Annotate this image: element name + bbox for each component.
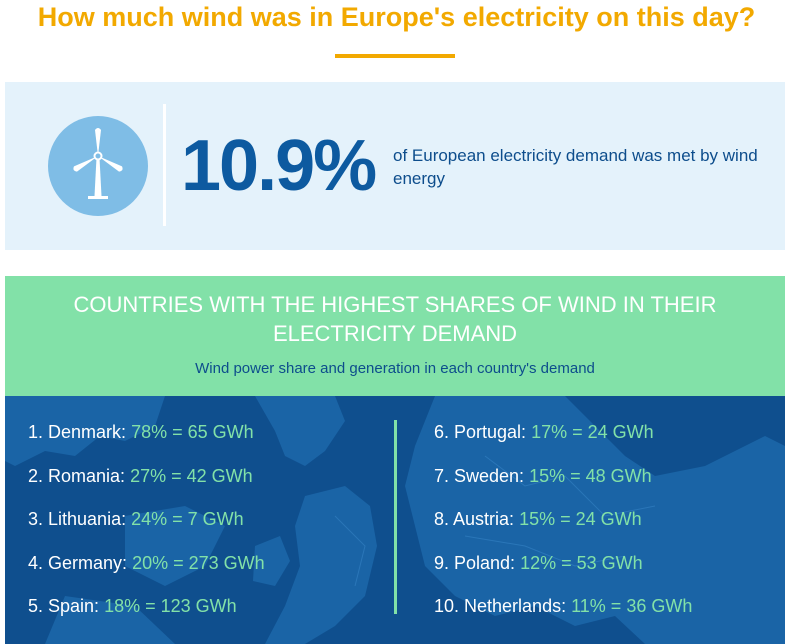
summary-divider [163,104,166,226]
country-value: 15% = 24 GWh [519,509,642,529]
country-name: 7. Sweden: [434,465,525,486]
country-name: 3. Lithuania: [28,509,127,529]
country-value: 17% = 24 GWh [531,422,654,442]
summary-description: of European electricity demand was met b… [393,146,758,188]
country-name: 8. Austria: [434,509,515,529]
country-entry: 2. Romania: 27% = 42 GWh [28,464,265,508]
country-value: 12% = 53 GWh [520,552,643,573]
country-entry: 10. Netherlands: 11% = 36 GWh [434,594,692,638]
country-name: 1. Denmark: [28,422,127,442]
country-value: 27% = 42 GWh [130,465,253,486]
headline-underline [335,54,455,58]
country-name: 9. Poland: [434,552,516,573]
country-name: 4. Germany: [28,552,128,573]
country-entry: 3. Lithuania: 24% = 7 GWh [28,507,265,551]
country-value: 18% = 123 GWh [104,596,237,616]
country-value: 20% = 273 GWh [132,552,265,573]
country-name: 10. Netherlands: [434,596,567,616]
headline: How much wind was in Europe's electricit… [37,2,756,32]
country-entry: 5. Spain: 18% = 123 GWh [28,594,265,638]
country-entry: 7. Sweden: 15% = 48 GWh [434,464,692,508]
country-name: 6. Portugal: [434,422,527,442]
countries-list-panel: 1. Denmark: 78% = 65 GWh 2. Romania: 27%… [5,396,785,644]
country-name: 2. Romania: [28,465,126,486]
country-entry: 9. Poland: 12% = 53 GWh [434,551,692,595]
country-value: 11% = 36 GWh [571,596,693,616]
country-entry: 4. Germany: 20% = 273 GWh [28,551,265,595]
summary-panel: 10.9% of European electricity demand was… [5,82,785,250]
countries-column-left: 1. Denmark: 78% = 65 GWh 2. Romania: 27%… [28,420,265,638]
wind-share-percent: 10.9% [181,126,377,206]
countries-title: COUNTRIES WITH THE HIGHEST SHARES OF WIN… [73,292,717,346]
country-value: 78% = 65 GWh [131,422,254,442]
europe-map-background [5,396,785,644]
country-value: 15% = 48 GWh [529,465,652,486]
wind-turbine-icon [48,116,148,216]
countries-header: COUNTRIES WITH THE HIGHEST SHARES OF WIN… [5,276,785,396]
country-entry: 1. Denmark: 78% = 65 GWh [28,420,265,464]
country-entry: 8. Austria: 15% = 24 GWh [434,507,692,551]
country-entry: 6. Portugal: 17% = 24 GWh [434,420,692,464]
countries-column-right: 6. Portugal: 17% = 24 GWh 7. Sweden: 15%… [434,420,692,638]
countries-subtitle: Wind power share and generation in each … [195,360,595,377]
list-divider [394,420,397,614]
country-name: 5. Spain: [28,596,100,616]
country-value: 24% = 7 GWh [131,509,244,529]
